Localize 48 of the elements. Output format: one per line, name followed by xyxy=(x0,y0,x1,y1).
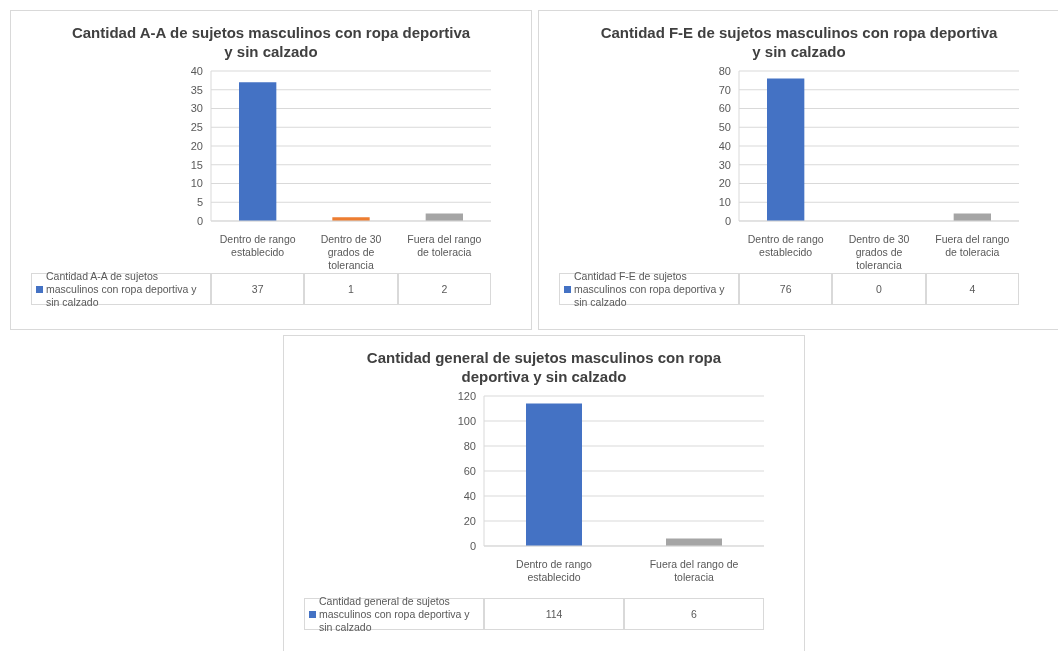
data-label: 76 xyxy=(739,273,833,305)
y-tick-label: 50 xyxy=(718,121,731,134)
chart-title: Cantidad A-A de sujetos masculinos con ropa deportiva y sin calzado xyxy=(71,23,471,61)
legend-label: Cantidad F-E de sujetos masculinos con ropa deportiva y sin calzado xyxy=(574,269,726,309)
x-tick-label: Dentro de 30 grados de tolerancia xyxy=(848,233,910,271)
data-label: 0 xyxy=(832,273,926,305)
y-tick-label: 80 xyxy=(463,439,476,452)
chart-title: Cantidad F-E de sujetos masculinos con ropa deportiva y sin calzado xyxy=(599,23,999,61)
bar xyxy=(239,82,277,221)
y-tick-label: 80 xyxy=(718,64,731,77)
legend-label: Cantidad A-A de sujetos masculinos con ropa deportiva y sin calzado xyxy=(46,269,198,309)
y-tick-label: 5 xyxy=(196,196,203,209)
x-tick-label: Fuera del rango de toleracia xyxy=(407,233,482,258)
y-tick-label: 0 xyxy=(196,214,203,227)
data-label: 1 xyxy=(304,273,398,305)
y-tick-label: 0 xyxy=(469,539,476,552)
data-label: 6 xyxy=(624,598,764,630)
x-tick-label: Fuera del rango de toleracia xyxy=(935,233,1010,258)
x-tick-label: Dentro de 30 grados de tolerancia xyxy=(320,233,382,271)
y-tick-label: 0 xyxy=(724,214,731,227)
y-tick-label: 20 xyxy=(190,139,203,152)
y-tick-label: 40 xyxy=(190,64,203,77)
x-tick-label: Dentro de rango establecido xyxy=(219,233,296,258)
y-tick-label: 120 xyxy=(457,389,476,402)
x-tick-label: Dentro de rango establecido xyxy=(747,233,824,258)
legend-label: Cantidad general de sujetos masculinos con ropa deportiva y sin calzado xyxy=(319,594,471,634)
y-tick-label: 60 xyxy=(463,464,476,477)
y-tick-label: 20 xyxy=(718,177,731,190)
y-tick-label: 10 xyxy=(718,196,731,209)
data-label: 37 xyxy=(211,273,305,305)
y-tick-label: 40 xyxy=(463,489,476,502)
y-tick-label: 35 xyxy=(190,83,203,96)
y-tick-label: 20 xyxy=(463,514,476,527)
y-tick-label: 25 xyxy=(190,121,203,134)
chart-title: Cantidad general de sujetos masculinos con ropa deportiva y sin calzado xyxy=(365,348,723,386)
y-tick-label: 10 xyxy=(190,177,203,190)
y-tick-label: 70 xyxy=(718,83,731,96)
x-tick-label: Fuera del rango de toleracia xyxy=(649,558,739,583)
y-tick-label: 15 xyxy=(190,158,203,171)
data-label: 4 xyxy=(925,273,1019,305)
y-tick-label: 60 xyxy=(718,102,731,115)
y-tick-label: 30 xyxy=(190,102,203,115)
y-tick-label: 30 xyxy=(718,158,731,171)
y-tick-label: 100 xyxy=(457,414,476,427)
data-label: 114 xyxy=(484,598,624,630)
data-label: 2 xyxy=(397,273,491,305)
x-tick-label: Dentro de rango establecido xyxy=(516,558,593,583)
y-tick-label: 40 xyxy=(718,139,731,152)
